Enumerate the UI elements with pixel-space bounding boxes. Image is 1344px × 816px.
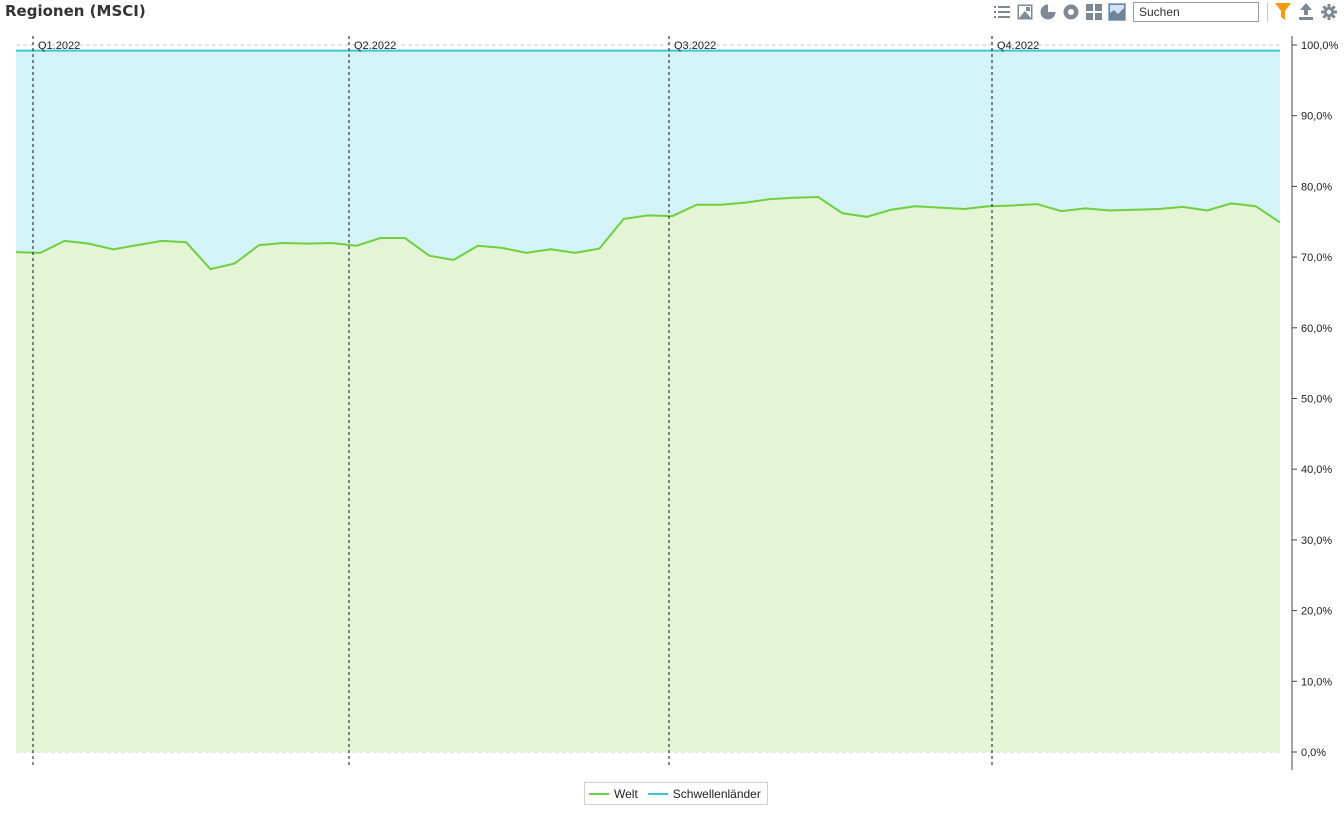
y-tick-label: 50,0% xyxy=(1301,394,1332,406)
image-icon[interactable] xyxy=(1016,3,1034,21)
quarter-marker-label: Q1.2022 xyxy=(38,40,80,52)
y-tick-label: 90,0% xyxy=(1301,111,1332,123)
legend-label-welt: Welt xyxy=(614,786,638,801)
page-title: Regionen (MSCI) xyxy=(5,2,146,20)
toolbar-divider xyxy=(1267,2,1268,22)
y-tick-label: 40,0% xyxy=(1301,464,1332,476)
legend: Welt Schwellenländer xyxy=(584,782,768,805)
series-areas xyxy=(16,50,1280,752)
y-tick-label: 60,0% xyxy=(1301,323,1332,335)
filter-icon[interactable] xyxy=(1274,3,1292,21)
legend-item-schwellenlaender[interactable]: Schwellenländer xyxy=(647,786,761,801)
y-tick-label: 30,0% xyxy=(1301,535,1332,547)
legend-label-schwellenlaender: Schwellenländer xyxy=(672,786,761,801)
search-input[interactable] xyxy=(1133,2,1259,22)
y-tick-label: 10,0% xyxy=(1301,676,1332,688)
legend-swatch-schwellenlaender xyxy=(647,792,668,795)
y-tick-label: 20,0% xyxy=(1301,606,1332,618)
area-chart-icon[interactable] xyxy=(1108,3,1126,21)
quarter-marker-label: Q3.2022 xyxy=(674,40,716,52)
legend-swatch-welt xyxy=(589,792,609,795)
pie-icon[interactable] xyxy=(1039,3,1057,21)
grid-icon[interactable] xyxy=(1085,3,1103,21)
legend-item-welt[interactable]: Welt xyxy=(589,787,638,801)
gear-icon[interactable] xyxy=(1320,3,1338,21)
area-welt xyxy=(16,197,1280,752)
y-tick-label: 0,0% xyxy=(1301,747,1326,759)
donut-icon[interactable] xyxy=(1062,3,1080,21)
y-tick-label: 70,0% xyxy=(1301,252,1332,264)
line-welt xyxy=(15,195,1281,271)
list-icon[interactable] xyxy=(993,3,1011,21)
series-lines xyxy=(15,49,1281,271)
quarter-marker-label: Q2.2022 xyxy=(354,40,396,52)
export-icon[interactable] xyxy=(1297,3,1315,21)
toolbar xyxy=(993,1,1338,23)
quarter-marker-label: Q4.2022 xyxy=(997,40,1039,52)
y-axis: 0,0% 10,0% 20,0% 30,0% 40,0% 50,0% 60,0% 70,0% 8… xyxy=(1291,36,1339,770)
y-tick-label: 80,0% xyxy=(1301,181,1332,193)
area-schwellenlaender xyxy=(16,50,1280,270)
quarter-markers: Q1.2022 Q2.2022 Q3.2022 Q4.2022 xyxy=(32,36,1039,768)
chart-area: Q1.2022 Q2.2022 Q3.2022 Q4.2022 0,0% 10,0% 20… xyxy=(15,36,1339,770)
y-tick-label: 100,0% xyxy=(1301,40,1339,52)
